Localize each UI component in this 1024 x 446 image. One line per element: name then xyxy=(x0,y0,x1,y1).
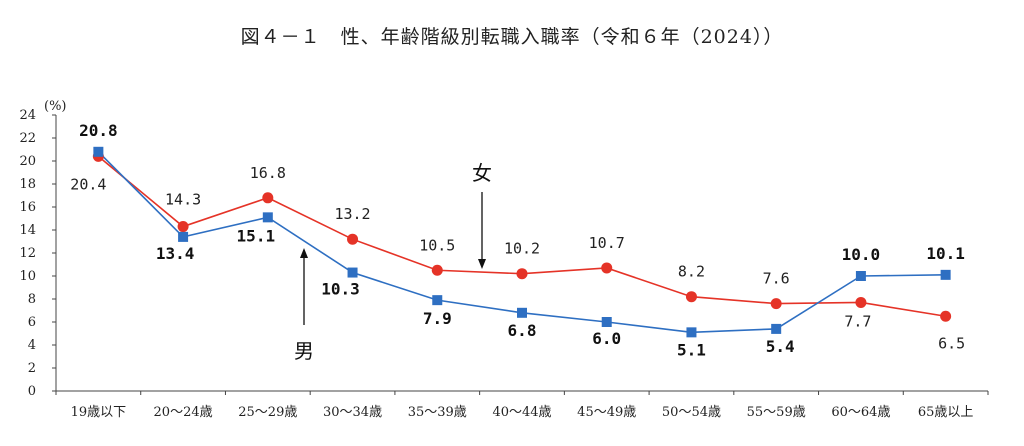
female-data-point xyxy=(347,233,359,245)
male-data-label: 10.1 xyxy=(926,244,965,263)
male-data-point xyxy=(771,323,782,334)
x-tick-label: 25～29歳 xyxy=(238,405,297,420)
x-tick-label: 19歳以下 xyxy=(71,405,127,420)
x-tick-label: 60～64歳 xyxy=(831,405,890,420)
female-data-point xyxy=(516,268,528,280)
x-tick-label: 65歳以上 xyxy=(918,405,974,420)
x-tick-label: 20～24歳 xyxy=(154,405,213,420)
y-tick-label: 10 xyxy=(19,269,36,284)
x-tick-label: 55～59歳 xyxy=(747,405,806,420)
female-arrow-head xyxy=(478,259,486,269)
female-data-point xyxy=(177,221,189,233)
y-tick-label: 16 xyxy=(19,200,36,215)
male-data-point xyxy=(517,307,527,318)
male-data-label: 15.1 xyxy=(237,226,276,245)
female-data-point xyxy=(431,264,443,276)
x-tick-label: 50～54歳 xyxy=(662,405,721,420)
x-tick-label: 40～44歳 xyxy=(492,405,551,420)
male-data-point xyxy=(432,295,443,306)
male-data-label: 6.8 xyxy=(508,321,537,340)
female-data-label: 8.2 xyxy=(678,263,705,281)
male-data-point xyxy=(178,231,189,242)
female-data-label: 13.2 xyxy=(334,205,370,223)
male-data-point xyxy=(262,212,273,223)
female-series-label: 女 xyxy=(472,161,492,185)
data-labels: 20.8 13.4 15.1 10.3 7.9 6.8 6.0 5.1 5.4 10.0 10.1 2… xyxy=(70,121,965,360)
female-data-label: 6.5 xyxy=(938,334,965,352)
male-data-label: 13.4 xyxy=(156,244,195,263)
male-data-label: 7.9 xyxy=(423,309,452,328)
male-data-label: 5.1 xyxy=(677,340,706,359)
female-data-label: 10.5 xyxy=(419,236,455,254)
y-axis-unit: (%) xyxy=(44,99,67,114)
y-tick-label: 20 xyxy=(19,154,36,169)
male-data-point xyxy=(347,267,358,278)
male-data-label: 5.4 xyxy=(766,337,795,356)
female-data-point xyxy=(262,192,274,204)
y-tick-label: 4 xyxy=(28,338,36,353)
y-tick-label: 8 xyxy=(28,292,36,307)
female-data-point xyxy=(601,262,613,274)
chart-title: 図４－１ 性、年齢階級別転職入職率（令和６年（2024）） xyxy=(240,26,784,48)
y-tick-label: 12 xyxy=(19,246,36,261)
y-tick-label: 2 xyxy=(28,361,36,376)
y-tick-label: 0 xyxy=(28,384,36,399)
female-data-point xyxy=(685,291,697,303)
female-data-label: 14.3 xyxy=(165,191,201,209)
male-data-label: 10.0 xyxy=(842,245,881,264)
male-series-label: 男 xyxy=(294,339,314,363)
male-data-point xyxy=(686,327,697,338)
female-data-label: 20.4 xyxy=(70,175,106,193)
female-data-label: 7.6 xyxy=(763,270,790,288)
y-tick-label: 18 xyxy=(19,177,36,192)
female-data-point xyxy=(940,310,952,322)
female-series-line xyxy=(97,155,946,318)
male-data-point xyxy=(940,269,951,280)
female-data-point xyxy=(855,296,867,308)
male-data-label: 10.3 xyxy=(321,280,360,299)
male-data-point xyxy=(601,317,612,327)
female-data-label: 10.7 xyxy=(589,234,625,252)
male-data-label: 20.8 xyxy=(79,121,118,140)
x-tick-label: 45～49歳 xyxy=(577,405,636,420)
male-arrow-head xyxy=(300,248,308,258)
male-data-point xyxy=(93,146,104,157)
series-markers xyxy=(92,146,952,338)
x-tick-label: 30～34歳 xyxy=(323,405,382,420)
y-tick-label: 24 xyxy=(19,108,36,123)
series-annotations: 女 男 xyxy=(294,161,492,363)
male-data-label: 6.0 xyxy=(592,329,621,348)
y-tick-label: 6 xyxy=(28,315,36,330)
x-tick-label: 35～39歳 xyxy=(408,405,467,420)
y-tick-label: 14 xyxy=(19,223,36,238)
male-data-point xyxy=(855,271,866,281)
female-data-point xyxy=(770,298,782,310)
female-data-label: 16.8 xyxy=(250,164,286,182)
x-tick-group: 19歳以下 20～24歳 25～29歳 30～34歳 35～39歳 40～44歳 45～49… xyxy=(55,391,989,420)
y-tick-label: 22 xyxy=(19,131,36,146)
female-data-label: 10.2 xyxy=(504,240,540,258)
female-data-label: 7.7 xyxy=(844,312,871,330)
